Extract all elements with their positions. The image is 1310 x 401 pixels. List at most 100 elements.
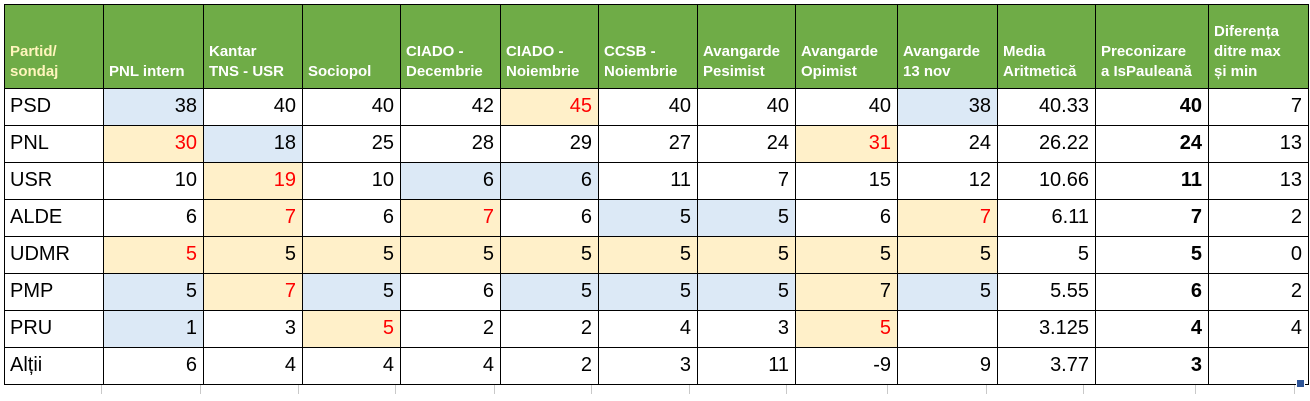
table-cell[interactable]: 19 bbox=[203, 162, 303, 200]
table-cell[interactable]: 40 bbox=[1095, 88, 1209, 126]
table-cell[interactable]: 5 bbox=[697, 199, 796, 237]
column-header-5[interactable]: CIADO - Noiembrie bbox=[500, 4, 599, 89]
table-cell[interactable]: 7 bbox=[203, 273, 303, 311]
table-cell[interactable]: 6 bbox=[400, 162, 501, 200]
table-cell[interactable]: 10.66 bbox=[997, 162, 1096, 200]
column-header-11[interactable]: Preconizare a IsPauleană bbox=[1095, 4, 1209, 89]
table-cell[interactable]: 6 bbox=[500, 199, 599, 237]
table-cell[interactable]: 6 bbox=[1095, 273, 1209, 311]
table-cell[interactable]: 7 bbox=[795, 273, 898, 311]
table-cell[interactable]: 18 bbox=[203, 125, 303, 163]
table-cell[interactable]: 5 bbox=[500, 236, 599, 274]
table-cell[interactable]: 2 bbox=[500, 310, 599, 348]
table-cell[interactable]: 10 bbox=[103, 162, 204, 200]
table-cell[interactable]: 6 bbox=[500, 162, 599, 200]
table-cell[interactable]: 4 bbox=[1095, 310, 1209, 348]
table-cell[interactable]: 3 bbox=[697, 310, 796, 348]
table-cell[interactable]: 3.77 bbox=[997, 347, 1096, 385]
table-cell[interactable]: 6.11 bbox=[997, 199, 1096, 237]
table-cell[interactable]: 28 bbox=[400, 125, 501, 163]
table-cell[interactable]: 24 bbox=[697, 125, 796, 163]
table-cell[interactable]: 2 bbox=[1208, 273, 1309, 311]
table-cell[interactable]: 7 bbox=[400, 199, 501, 237]
table-cell[interactable]: 5 bbox=[598, 236, 698, 274]
column-header-10[interactable]: Media Aritmetică bbox=[997, 4, 1096, 89]
party-cell[interactable]: UDMR bbox=[4, 236, 104, 274]
table-cell[interactable]: 1 bbox=[103, 310, 204, 348]
table-cell[interactable]: 7 bbox=[203, 199, 303, 237]
table-cell[interactable]: 5 bbox=[500, 273, 599, 311]
table-cell[interactable]: 4 bbox=[203, 347, 303, 385]
table-cell[interactable]: 5 bbox=[697, 273, 796, 311]
table-cell[interactable]: 5 bbox=[302, 236, 401, 274]
table-cell[interactable]: 38 bbox=[897, 88, 998, 126]
table-cell[interactable]: 5 bbox=[697, 236, 796, 274]
table-cell[interactable]: 5 bbox=[598, 273, 698, 311]
table-cell[interactable]: 40.33 bbox=[997, 88, 1096, 126]
table-cell[interactable]: 6 bbox=[795, 199, 898, 237]
table-cell[interactable]: 24 bbox=[1095, 125, 1209, 163]
table-cell[interactable] bbox=[897, 310, 998, 348]
table-cell[interactable]: 4 bbox=[302, 347, 401, 385]
table-cell[interactable]: 13 bbox=[1208, 162, 1309, 200]
table-cell[interactable]: 3 bbox=[598, 347, 698, 385]
table-cell[interactable]: 2 bbox=[400, 310, 501, 348]
table-cell[interactable]: 0 bbox=[1208, 236, 1309, 274]
table-cell[interactable]: 5.55 bbox=[997, 273, 1096, 311]
fill-handle-icon[interactable] bbox=[1296, 379, 1305, 388]
table-cell[interactable]: 10 bbox=[302, 162, 401, 200]
table-cell[interactable]: 6 bbox=[103, 347, 204, 385]
table-cell[interactable]: 40 bbox=[795, 88, 898, 126]
column-header-3[interactable]: Sociopol bbox=[302, 4, 401, 89]
table-cell[interactable]: 5 bbox=[103, 236, 204, 274]
table-cell[interactable]: 24 bbox=[897, 125, 998, 163]
table-cell[interactable]: 5 bbox=[400, 236, 501, 274]
table-cell[interactable]: 7 bbox=[1095, 199, 1209, 237]
table-cell[interactable]: -9 bbox=[795, 347, 898, 385]
table-cell[interactable]: 9 bbox=[897, 347, 998, 385]
table-cell[interactable]: 6 bbox=[302, 199, 401, 237]
table-cell[interactable]: 3 bbox=[1095, 347, 1209, 385]
table-cell[interactable]: 26.22 bbox=[997, 125, 1096, 163]
table-cell[interactable]: 5 bbox=[302, 310, 401, 348]
table-cell[interactable]: 5 bbox=[897, 273, 998, 311]
table-cell[interactable]: 40 bbox=[203, 88, 303, 126]
table-cell[interactable]: 38 bbox=[103, 88, 204, 126]
column-header-4[interactable]: CIADO - Decembrie bbox=[400, 4, 501, 89]
party-cell[interactable]: USR bbox=[4, 162, 104, 200]
party-cell[interactable]: PMP bbox=[4, 273, 104, 311]
table-cell[interactable]: 5 bbox=[1095, 236, 1209, 274]
table-cell[interactable]: 15 bbox=[795, 162, 898, 200]
table-cell[interactable]: 3 bbox=[203, 310, 303, 348]
party-cell[interactable]: PRU bbox=[4, 310, 104, 348]
table-cell[interactable]: 40 bbox=[302, 88, 401, 126]
table-cell[interactable]: 5 bbox=[997, 236, 1096, 274]
table-cell[interactable]: 29 bbox=[500, 125, 599, 163]
table-cell[interactable]: 7 bbox=[697, 162, 796, 200]
party-cell[interactable]: PNL bbox=[4, 125, 104, 163]
table-cell[interactable]: 7 bbox=[1208, 88, 1309, 126]
table-cell[interactable]: 6 bbox=[400, 273, 501, 311]
table-cell[interactable]: 4 bbox=[598, 310, 698, 348]
table-cell[interactable]: 27 bbox=[598, 125, 698, 163]
table-cell[interactable]: 2 bbox=[1208, 199, 1309, 237]
column-header-7[interactable]: Avangarde Pesimist bbox=[697, 4, 796, 89]
column-header-2[interactable]: Kantar TNS - USR bbox=[203, 4, 303, 89]
table-cell[interactable]: 42 bbox=[400, 88, 501, 126]
table-cell[interactable]: 40 bbox=[697, 88, 796, 126]
table-cell[interactable]: 12 bbox=[897, 162, 998, 200]
party-cell[interactable]: Alții bbox=[4, 347, 104, 385]
table-cell[interactable]: 5 bbox=[203, 236, 303, 274]
table-cell[interactable]: 2 bbox=[500, 347, 599, 385]
table-cell[interactable]: 3.125 bbox=[997, 310, 1096, 348]
table-cell[interactable]: 5 bbox=[795, 310, 898, 348]
table-cell[interactable]: 30 bbox=[103, 125, 204, 163]
table-cell[interactable]: 11 bbox=[697, 347, 796, 385]
table-cell[interactable]: 40 bbox=[598, 88, 698, 126]
table-cell[interactable]: 45 bbox=[500, 88, 599, 126]
party-cell[interactable]: PSD bbox=[4, 88, 104, 126]
table-cell[interactable]: 5 bbox=[598, 199, 698, 237]
table-cell[interactable]: 31 bbox=[795, 125, 898, 163]
column-header-partid-sondaj[interactable]: Partid/ sondaj bbox=[4, 4, 104, 89]
table-cell[interactable]: 4 bbox=[1208, 310, 1309, 348]
